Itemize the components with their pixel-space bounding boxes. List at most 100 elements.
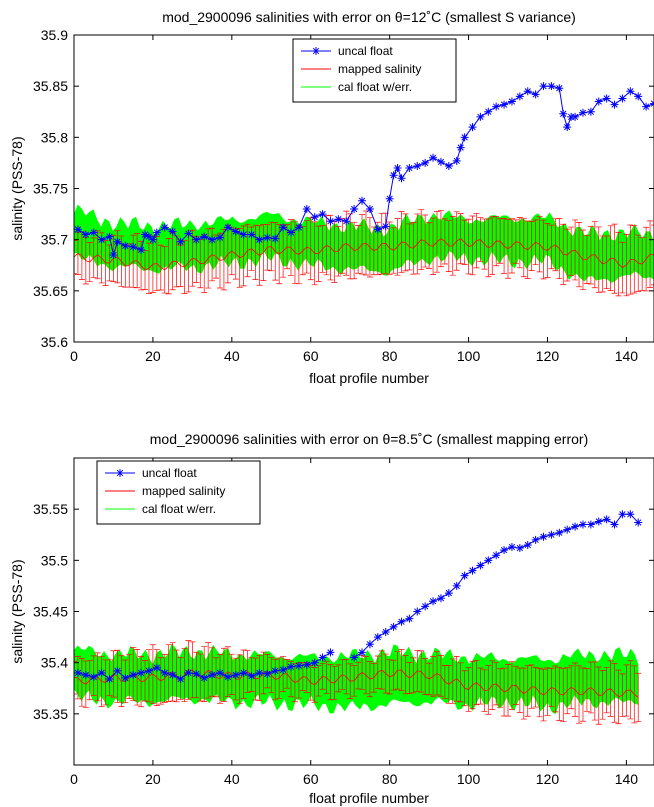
legend-label: uncal float [142, 466, 197, 480]
mapped-salinity-errorbar [651, 224, 654, 286]
uncal-float-point [144, 232, 153, 241]
uncal-float-point [507, 543, 516, 552]
uncal-float-point [141, 230, 150, 239]
uncal-float-point [571, 522, 580, 531]
uncal-float-line [77, 85, 654, 256]
uncal-float-point [318, 653, 327, 662]
y-tick-label: 35.35 [33, 706, 68, 722]
uncal-float-point [476, 112, 485, 121]
uncal-float-point [618, 510, 627, 519]
uncal-float-point [105, 675, 114, 684]
uncal-float-point [358, 648, 367, 657]
y-tick-label: 35.55 [33, 501, 68, 517]
uncal-float-point [500, 546, 509, 555]
uncal-float-point [586, 107, 595, 116]
x-tick-label: 140 [615, 348, 639, 364]
uncal-float-point [531, 535, 540, 544]
uncal-float-point [365, 204, 374, 213]
uncal-float-point [302, 204, 311, 213]
uncal-float-point [436, 594, 445, 603]
uncal-float-point [263, 669, 272, 678]
uncal-float-point [634, 92, 643, 101]
uncal-float-point [168, 227, 177, 236]
x-axis-label: float profile number [309, 370, 429, 386]
uncal-float-point [563, 123, 572, 132]
y-tick-label: 35.45 [33, 604, 68, 620]
uncal-float-point [586, 520, 595, 529]
uncal-float-point [350, 653, 359, 662]
uncal-float-line [353, 513, 639, 658]
y-tick-label: 35.75 [33, 181, 68, 197]
uncal-float-point [468, 566, 477, 575]
uncal-float-point [81, 230, 90, 239]
uncal-float-point [137, 668, 146, 677]
uncal-float-point [642, 102, 651, 111]
uncal-float-point [184, 668, 193, 677]
legend-label: uncal float [338, 44, 393, 58]
uncal-float-point [476, 561, 485, 570]
uncal-float-point [294, 223, 303, 232]
uncal-float-point [559, 109, 568, 118]
x-tick-label: 60 [303, 771, 319, 787]
plot-area [74, 82, 654, 297]
uncal-float-point [523, 540, 532, 549]
mapped-salinity-errorbar [635, 672, 642, 723]
y-tick-label: 35.4 [41, 655, 68, 671]
uncal-float-point [452, 156, 461, 165]
x-tick-label: 20 [145, 771, 161, 787]
uncal-float-point [255, 668, 264, 677]
uncal-float-point [121, 241, 130, 250]
uncal-float-point [176, 237, 185, 246]
uncal-float-point [310, 213, 319, 222]
x-tick-label: 100 [457, 771, 481, 787]
uncal-float-point [650, 99, 654, 108]
uncal-float-point [413, 607, 422, 616]
uncal-float-point [484, 556, 493, 565]
uncal-float-point [515, 92, 524, 101]
uncal-float-point [531, 90, 540, 99]
x-tick-label: 0 [70, 348, 78, 364]
uncal-float-point [97, 235, 106, 244]
uncal-float-point [89, 228, 98, 237]
uncal-float-point [389, 622, 398, 631]
uncal-float-point [263, 233, 272, 242]
chart-panel-2: 0 20 40 60 80 100 120 140 35.35 35.4 35.45 35.5 35.5… [9, 431, 654, 806]
x-tick-label: 40 [224, 348, 240, 364]
uncal-float-point [200, 232, 209, 241]
uncal-float-point [81, 670, 90, 679]
uncal-float-point [444, 161, 453, 170]
uncal-float-point [456, 143, 465, 152]
uncal-float-point [555, 84, 564, 93]
uncal-float-point [89, 672, 98, 681]
uncal-float-point [302, 660, 311, 669]
uncal-float-point [113, 237, 122, 246]
x-tick-label: 20 [145, 348, 161, 364]
uncal-float-point [247, 230, 256, 239]
uncal-float-point [121, 674, 130, 683]
uncal-float-point [97, 668, 106, 677]
uncal-float-point [113, 666, 122, 675]
uncal-float-point [239, 230, 248, 239]
chart-title: mod_2900096 salinities with error on θ=8… [150, 431, 588, 447]
uncal-float-point [310, 658, 319, 667]
x-tick-label: 0 [70, 771, 78, 787]
uncal-float-point [160, 668, 169, 677]
uncal-float-point [452, 581, 461, 590]
uncal-float-point [634, 518, 643, 527]
uncal-float-point [578, 520, 587, 529]
mapped-salinity-errorbar [74, 240, 77, 274]
mapped-salinity-errorbars [74, 640, 642, 725]
x-tick-label: 80 [382, 771, 398, 787]
legend-marker [312, 47, 320, 55]
uncal-float-point [547, 530, 556, 539]
uncal-float-point [192, 235, 201, 244]
uncal-float-point [547, 82, 556, 91]
uncal-float-point [373, 225, 382, 234]
mapped-salinity-line [74, 238, 654, 271]
uncal-float-point [231, 670, 240, 679]
uncal-float-point [184, 229, 193, 238]
chart-panel-1: 0 20 40 60 80 100 120 140 35.6 35.65 35.7 35.75 35.8… [9, 9, 654, 386]
uncal-float-point [279, 223, 288, 232]
chart-title: mod_2900096 salinities with error on θ=1… [162, 9, 576, 25]
x-tick-label: 100 [457, 348, 481, 364]
